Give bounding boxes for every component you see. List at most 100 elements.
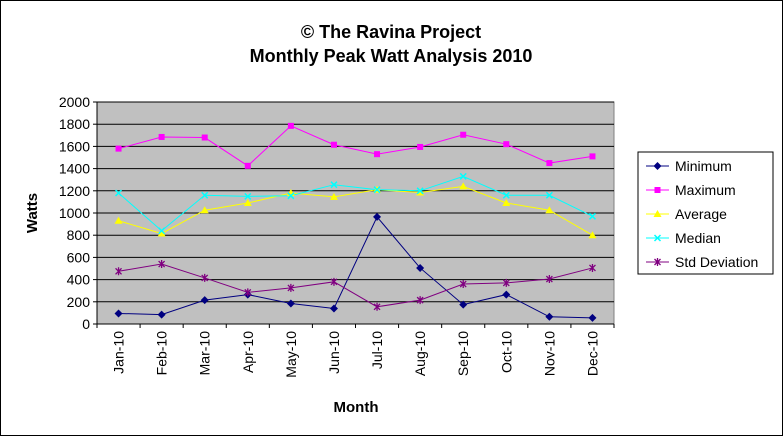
y-tick-label: 1000 (59, 205, 90, 221)
data-point (115, 145, 122, 152)
data-point (286, 299, 295, 308)
data-point (115, 267, 123, 276)
x-tick-label: Oct-10 (498, 331, 514, 373)
data-point (287, 192, 295, 200)
x-tick-label: Sep-10 (455, 331, 471, 376)
data-point (373, 186, 381, 194)
data-point (373, 302, 381, 311)
y-tick-label: 200 (67, 294, 91, 310)
y-tick-label: 1200 (59, 183, 90, 199)
data-point (545, 275, 553, 284)
data-point (373, 212, 382, 221)
data-point (201, 134, 208, 141)
data-point (244, 162, 251, 169)
data-point (416, 263, 425, 272)
data-point (244, 192, 252, 200)
y-tick-label: 2000 (59, 94, 90, 110)
x-tick-label: Apr-10 (240, 331, 256, 373)
legend-marker (653, 210, 662, 217)
legend-label: Std Deviation (675, 254, 758, 270)
data-point (545, 191, 553, 199)
data-point (545, 312, 554, 321)
series-line (118, 263, 593, 308)
data-point (330, 141, 337, 148)
data-point (374, 151, 381, 158)
data-point (330, 181, 338, 189)
legend-box (637, 151, 774, 275)
legend-marker (654, 187, 661, 193)
data-point (502, 278, 510, 287)
data-point (459, 280, 467, 289)
y-tick-label: 1400 (59, 161, 90, 177)
data-point (287, 122, 294, 129)
data-point (114, 309, 123, 318)
legend-label: Maximum (675, 182, 736, 198)
x-tick-label: Feb-10 (154, 331, 170, 376)
data-point (157, 310, 166, 319)
y-axis: 0 200 400 600 800 1000 1200 1400 1600 1800 2000 (59, 94, 98, 332)
data-point (157, 229, 166, 237)
data-point (545, 206, 554, 214)
data-point (459, 172, 467, 180)
legend: Minimum Maximum Average Median Std Deviation (637, 151, 774, 275)
chart-title: © The Ravina Project (301, 22, 481, 42)
series-line (118, 125, 593, 167)
data-point (417, 143, 424, 150)
data-point (502, 191, 510, 199)
data-point (588, 212, 596, 220)
x-tick-label: Jan-10 (111, 331, 127, 374)
data-point (588, 231, 597, 239)
chart-subtitle: Monthly Peak Watt Analysis 2010 (250, 46, 533, 66)
data-point (416, 187, 424, 195)
x-tick-label: Nov-10 (541, 331, 557, 376)
series-line (118, 175, 593, 232)
legend-label: Minimum (675, 158, 732, 174)
x-tick-label: May-10 (283, 331, 299, 378)
data-point (201, 273, 209, 282)
y-tick-label: 400 (67, 272, 91, 288)
gridlines (97, 101, 614, 303)
data-point (330, 277, 338, 286)
data-point (460, 131, 467, 138)
series-line (118, 215, 593, 319)
data-point (115, 189, 123, 197)
data-point (588, 313, 597, 322)
data-point (158, 133, 165, 140)
y-tick-label: 800 (67, 227, 91, 243)
data-point (200, 296, 209, 305)
data-point (158, 260, 166, 269)
data-point (502, 199, 511, 207)
data-point (114, 216, 123, 224)
x-tick-label: Dec-10 (584, 331, 600, 376)
data-point (502, 290, 511, 299)
data-point (201, 191, 209, 199)
y-tick-label: 0 (82, 316, 90, 332)
data-point (416, 296, 424, 305)
data-point (287, 283, 295, 292)
y-tick-label: 600 (67, 249, 91, 265)
legend-marker (653, 162, 662, 170)
x-tick-label: Jun-10 (326, 331, 342, 374)
data-point (459, 182, 468, 190)
data-point (244, 288, 252, 297)
y-tick-label: 1600 (59, 138, 90, 154)
data-point (158, 227, 166, 235)
data-point (546, 160, 553, 167)
y-axis-title: Watts (24, 193, 41, 233)
data-point (588, 263, 596, 272)
data-point (329, 192, 338, 200)
legend-marker (654, 258, 661, 266)
data-point (459, 300, 468, 309)
legend-label: Average (675, 206, 727, 222)
x-tick-label: Aug-10 (412, 331, 428, 376)
data-point (503, 141, 510, 148)
legend-marker (653, 234, 662, 242)
data-point (243, 199, 252, 207)
data-point (200, 206, 209, 214)
series-line (118, 185, 593, 236)
x-tick-label: Jul-10 (369, 331, 385, 369)
data-point (589, 153, 596, 160)
data-point (329, 304, 338, 313)
